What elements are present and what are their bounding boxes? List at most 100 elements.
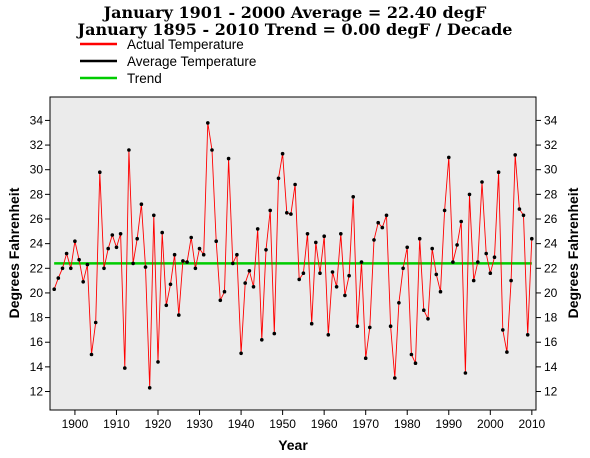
data-point xyxy=(422,308,426,313)
data-point xyxy=(359,260,364,264)
data-point xyxy=(160,230,164,235)
data-point xyxy=(268,208,273,213)
y-tick-label-right: 24 xyxy=(544,237,558,251)
chart-title: January 1901 - 2000 Average = 22.40 degF xyxy=(103,3,487,22)
data-point xyxy=(301,271,306,276)
data-point xyxy=(177,313,181,317)
data-point xyxy=(276,176,281,181)
data-point xyxy=(201,252,206,257)
data-point xyxy=(426,317,430,321)
data-point xyxy=(484,251,489,256)
y-tick-label-right: 18 xyxy=(544,311,558,325)
y-tick-label-right: 32 xyxy=(544,138,558,152)
data-point xyxy=(471,278,476,283)
y-tick-label-left: 12 xyxy=(30,385,44,399)
data-point xyxy=(214,239,218,243)
data-point xyxy=(152,213,156,218)
data-point xyxy=(451,260,455,264)
data-point xyxy=(305,232,310,236)
data-point xyxy=(185,260,189,264)
chart-subtitle: January 1895 - 2010 Trend = 0.00 degF / … xyxy=(77,20,513,39)
data-point xyxy=(143,265,148,269)
data-point xyxy=(114,245,119,250)
y-axis-label-left: Degrees Fahrenheit xyxy=(6,187,22,318)
data-point xyxy=(156,360,160,364)
data-point xyxy=(264,248,268,252)
data-point xyxy=(459,219,464,224)
data-point xyxy=(463,371,468,375)
x-tick-label: 1970 xyxy=(352,417,379,431)
data-point xyxy=(260,338,264,342)
y-tick-label-left: 14 xyxy=(30,360,44,374)
data-point xyxy=(218,298,223,303)
data-point xyxy=(322,234,327,238)
data-point xyxy=(197,246,202,251)
data-point xyxy=(135,236,139,241)
data-point xyxy=(513,153,517,157)
legend-label-average: Average Temperature xyxy=(127,54,256,69)
data-point xyxy=(289,212,293,216)
data-point xyxy=(81,280,85,284)
legend-label-trend: Trend xyxy=(127,71,162,86)
x-tick-label: 1920 xyxy=(145,417,172,431)
data-point xyxy=(285,211,289,215)
actual-temperature-line xyxy=(53,122,533,388)
data-point xyxy=(193,266,198,271)
data-point xyxy=(455,243,459,247)
data-point xyxy=(127,148,131,152)
data-point xyxy=(206,121,210,125)
data-point xyxy=(318,271,322,276)
plot-background xyxy=(49,96,537,411)
data-point xyxy=(530,236,534,241)
data-point xyxy=(247,269,252,273)
data-point xyxy=(368,325,372,330)
data-point xyxy=(401,266,405,271)
y-tick-label-right: 20 xyxy=(544,286,558,300)
y-tick-label-right: 28 xyxy=(544,187,558,201)
data-point xyxy=(334,285,339,289)
data-point xyxy=(231,261,235,266)
data-point xyxy=(347,273,351,278)
data-point xyxy=(131,261,135,266)
data-point xyxy=(52,287,56,292)
data-point xyxy=(181,259,185,263)
data-point xyxy=(164,303,169,308)
data-point xyxy=(189,235,193,240)
y-tick-label-left: 26 xyxy=(30,212,44,226)
data-point xyxy=(488,271,493,276)
data-point xyxy=(438,289,443,294)
legend-label-actual: Actual Temperature xyxy=(127,37,244,52)
x-tick-label: 1990 xyxy=(435,417,462,431)
y-tick-label-right: 34 xyxy=(544,113,558,127)
data-point xyxy=(60,266,65,271)
data-point xyxy=(123,366,127,370)
data-point xyxy=(417,236,422,241)
data-point xyxy=(239,351,243,356)
data-point xyxy=(293,182,297,187)
series-layer xyxy=(53,122,533,388)
data-point xyxy=(388,324,393,329)
data-point xyxy=(106,246,110,251)
data-point xyxy=(93,320,98,325)
y-tick-label-right: 26 xyxy=(544,212,558,226)
data-point xyxy=(413,361,418,366)
data-point xyxy=(56,276,61,280)
data-point xyxy=(405,245,410,250)
y-tick-label-left: 22 xyxy=(30,261,44,275)
data-point xyxy=(168,282,173,287)
data-point xyxy=(255,227,260,231)
x-tick-label: 1980 xyxy=(394,417,421,431)
data-point xyxy=(517,207,522,211)
x-tick-label: 1910 xyxy=(103,417,130,431)
legend: Actual Temperature Average Temperature T… xyxy=(80,37,256,86)
data-point xyxy=(447,155,451,160)
data-point xyxy=(384,213,389,218)
x-tick-label: 2010 xyxy=(518,417,545,431)
data-point xyxy=(409,352,414,357)
data-point xyxy=(243,281,247,285)
data-point xyxy=(509,278,513,283)
data-point xyxy=(98,170,102,174)
data-point xyxy=(380,225,385,230)
data-point xyxy=(118,232,123,236)
data-point xyxy=(210,148,214,152)
